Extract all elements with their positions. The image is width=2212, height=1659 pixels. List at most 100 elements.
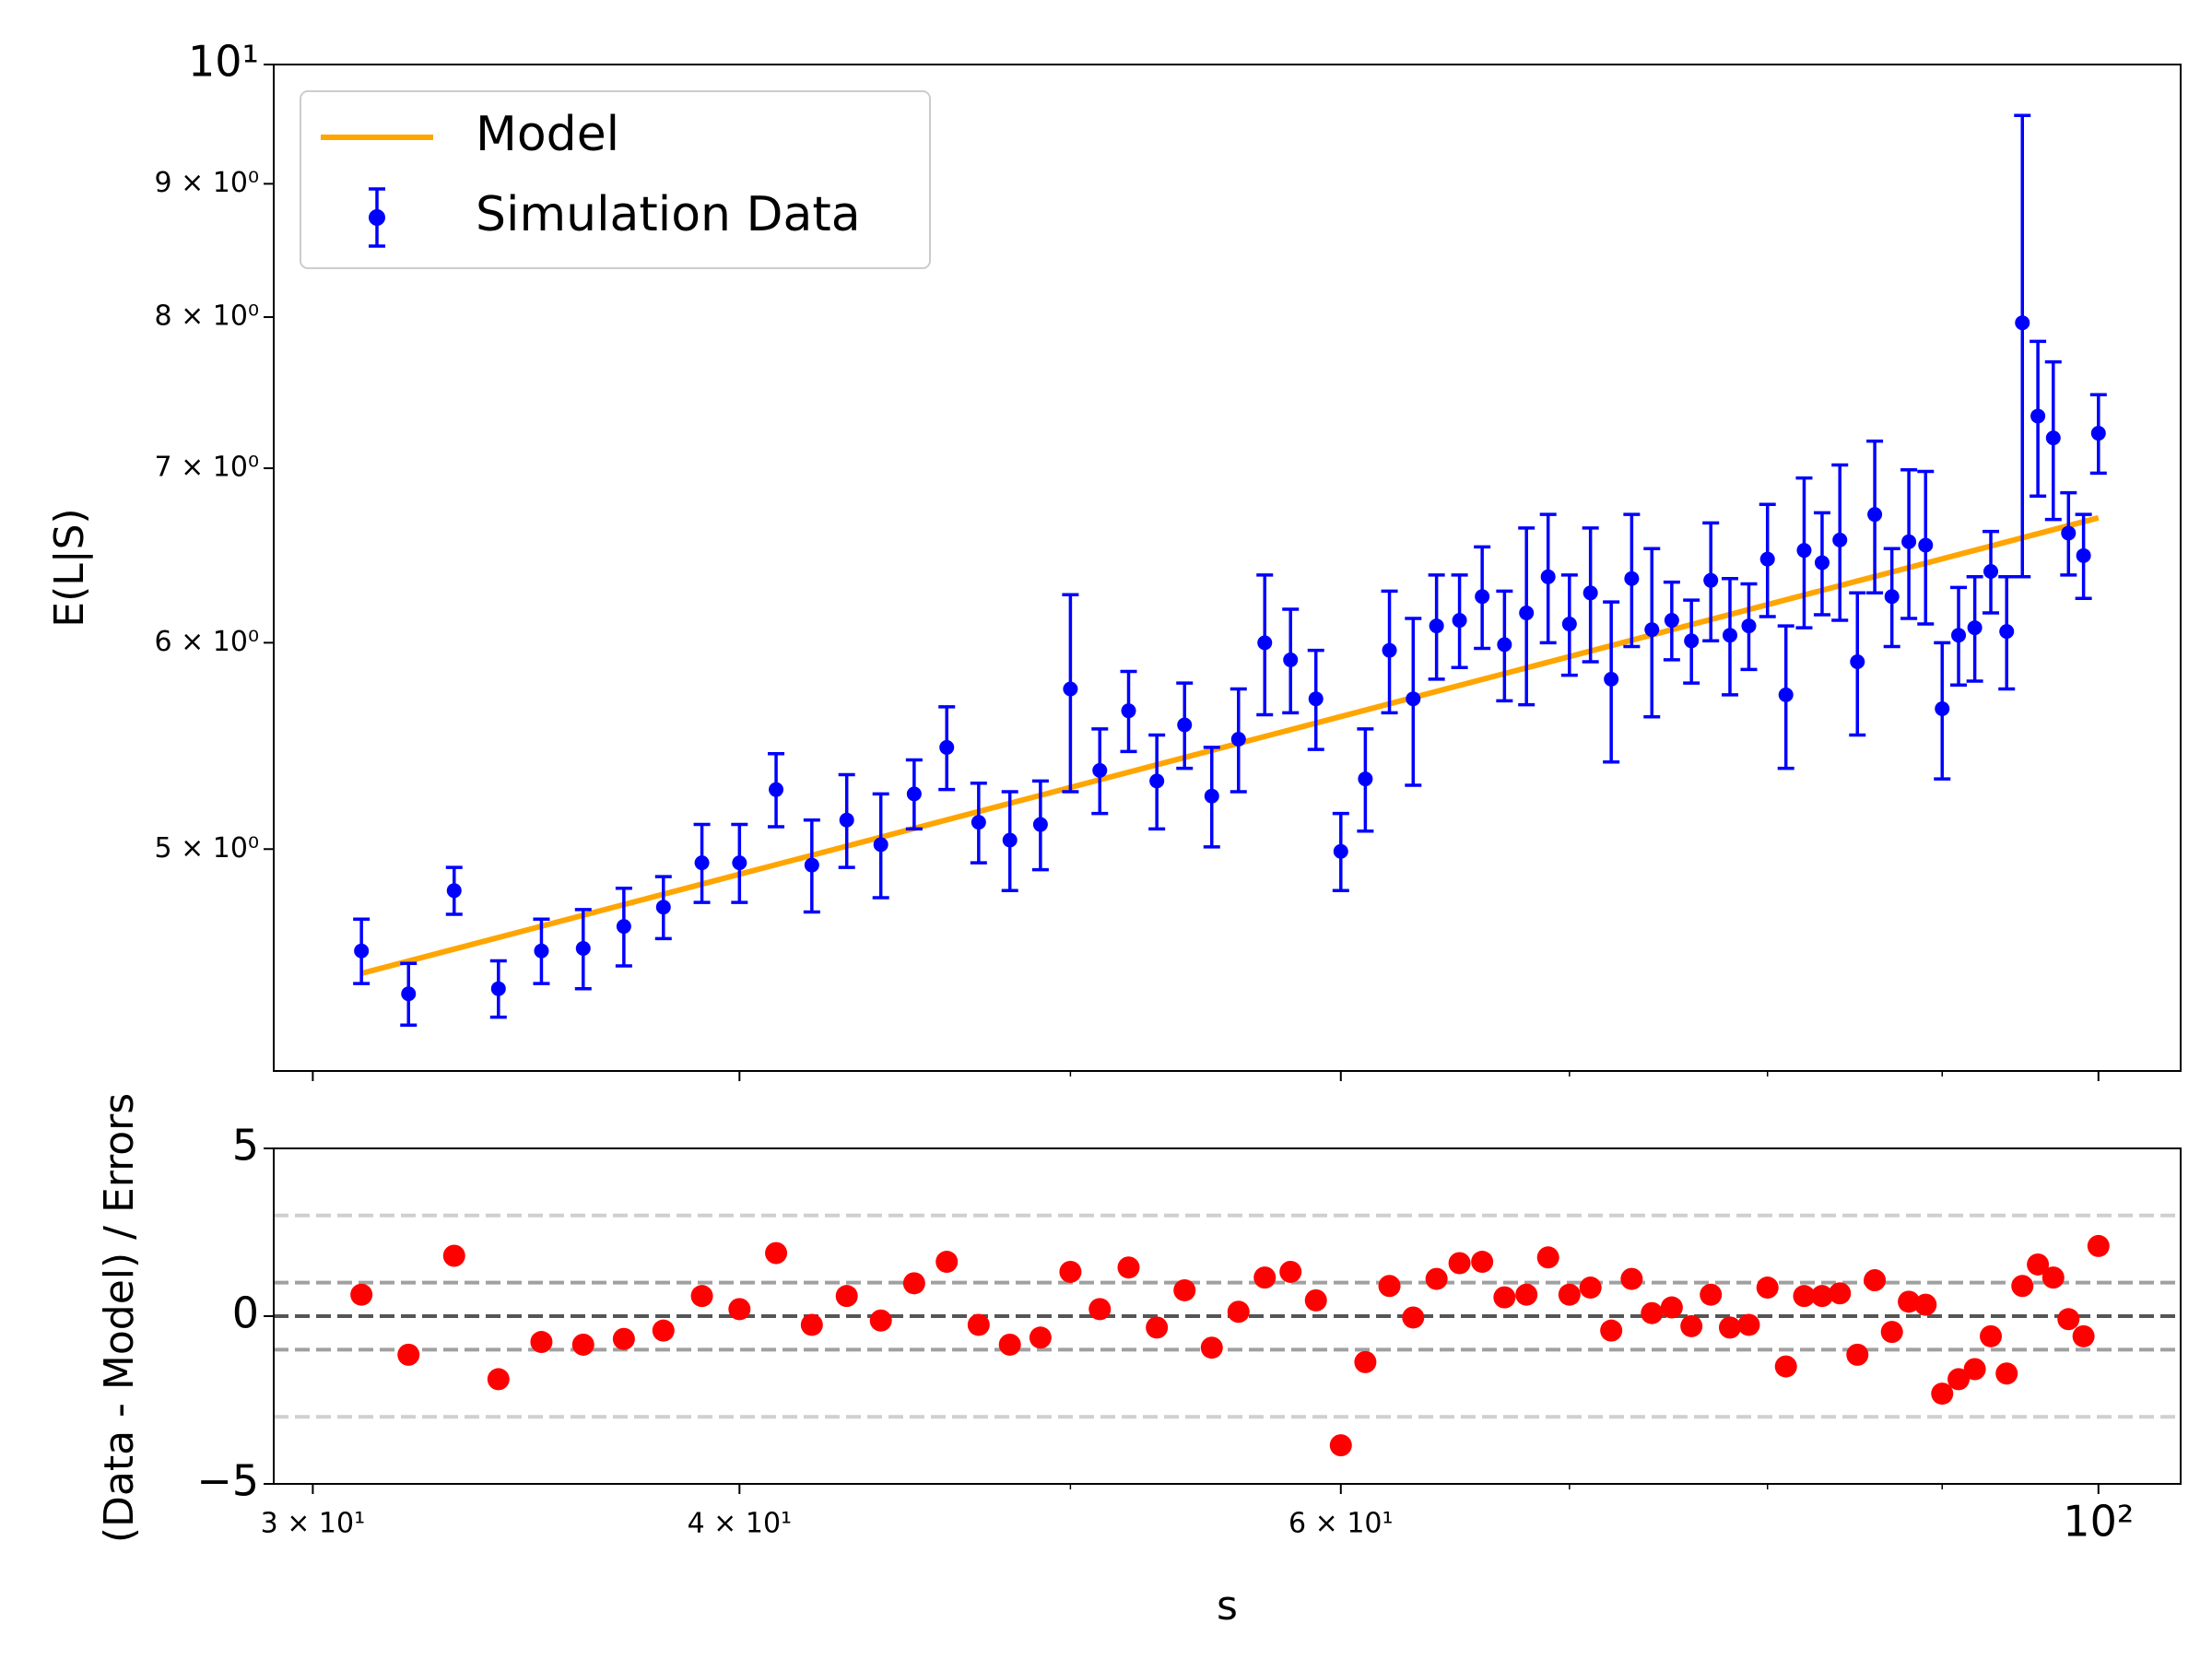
data-point [1778, 687, 1794, 702]
residual-point [2057, 1308, 2080, 1331]
residual-point [1846, 1343, 1869, 1366]
data-point [1177, 717, 1193, 733]
data-point [616, 919, 631, 935]
data-point [446, 883, 462, 899]
data-point [1092, 762, 1108, 778]
y-tick-label: 5 × 10⁰ [155, 832, 260, 865]
residual-point [530, 1331, 553, 1354]
residual-point [1493, 1286, 1516, 1309]
residual-point [1173, 1278, 1196, 1301]
data-point [1406, 691, 1421, 707]
residual-point [1471, 1251, 1494, 1274]
residual-point [1200, 1336, 1223, 1359]
data-point [2090, 426, 2106, 441]
y-tick-label: 9 × 10⁰ [155, 167, 260, 199]
y-tick-label: 0 [232, 1288, 259, 1338]
residual-point [2041, 1266, 2065, 1289]
residual-point [1354, 1350, 1377, 1373]
residual-point [2027, 1253, 2050, 1276]
data-point [1519, 606, 1535, 621]
data-point [1814, 555, 1830, 571]
data-point [906, 786, 922, 802]
residual-point [1898, 1290, 1921, 1313]
residual-point [1980, 1324, 2003, 1347]
residual-point [728, 1298, 751, 1321]
residual-point [998, 1333, 1021, 1356]
residual-point [1536, 1246, 1559, 1269]
residual-point [1227, 1300, 1250, 1324]
data-point [1832, 532, 1848, 547]
model-line [360, 514, 2100, 977]
x-tick-label: 3 × 10¹ [261, 1508, 366, 1540]
data-point [1850, 653, 1865, 669]
data-point [939, 739, 955, 755]
residual-point [1737, 1313, 1760, 1336]
data-point [575, 941, 591, 957]
data-point [1759, 551, 1775, 567]
data-point [2030, 408, 2046, 424]
x-tick-label: 4 × 10¹ [688, 1508, 793, 1540]
residual-point [1995, 1362, 2018, 1385]
data-point [873, 837, 888, 853]
residual-point [765, 1241, 788, 1265]
y-tick-label: 6 × 10⁰ [155, 626, 260, 658]
residual-point [1088, 1298, 1112, 1321]
residual-point [397, 1343, 420, 1366]
residual-point [1329, 1434, 1352, 1457]
residual-point [1402, 1306, 1425, 1329]
data-point [401, 986, 417, 1002]
data-point [1722, 628, 1737, 643]
residual-point [800, 1313, 823, 1336]
data-point [1002, 832, 1018, 848]
residual-point [1660, 1296, 1683, 1319]
data-point [1230, 731, 1246, 747]
residual-point [1947, 1368, 1971, 1391]
data-point [1475, 589, 1490, 605]
data-point [1684, 633, 1700, 649]
data-point [1540, 569, 1556, 584]
residual-point [1425, 1267, 1448, 1290]
y-tick-label: 10¹ [188, 37, 259, 87]
residual-point [1558, 1283, 1581, 1306]
residual-point [1774, 1355, 1797, 1378]
data-point [732, 855, 747, 871]
residual-point [1448, 1252, 1471, 1275]
residual-point [1756, 1277, 1779, 1300]
data-point [1901, 534, 1917, 549]
data-point [1999, 624, 2015, 640]
data-point [490, 981, 506, 996]
data-point [1983, 564, 1999, 580]
x-tick-label: 10² [2063, 1497, 2134, 1547]
residual-point [1146, 1316, 1169, 1339]
residual-point [1253, 1266, 1277, 1289]
data-point [694, 855, 710, 871]
data-point [1624, 571, 1640, 586]
residual-point [2011, 1275, 2034, 1298]
residual-point [1914, 1293, 1937, 1316]
data-point [655, 900, 671, 915]
data-point [1032, 817, 1048, 832]
data-point [1308, 691, 1324, 707]
data-point [1561, 617, 1577, 632]
data-point [2045, 430, 2061, 446]
residual-point [1700, 1283, 1723, 1306]
data-point [1935, 700, 1950, 716]
data-point [769, 782, 784, 797]
residual-point [690, 1285, 713, 1308]
residual-point [869, 1309, 892, 1332]
data-point [2015, 315, 2030, 331]
residual-point [1620, 1267, 1643, 1290]
residual-point [2072, 1324, 2095, 1347]
data-point [1644, 622, 1660, 638]
data-point [1796, 543, 1812, 559]
data-point [1429, 618, 1444, 634]
residual-point [350, 1283, 373, 1306]
residual-point [1880, 1321, 1903, 1344]
data-point [971, 815, 986, 830]
residual-point [1029, 1326, 1052, 1349]
residual-point [1378, 1275, 1401, 1298]
residual-point [571, 1333, 594, 1356]
residual-point [1793, 1285, 1816, 1308]
residual-point [1963, 1358, 1986, 1381]
residual-point [935, 1251, 959, 1274]
